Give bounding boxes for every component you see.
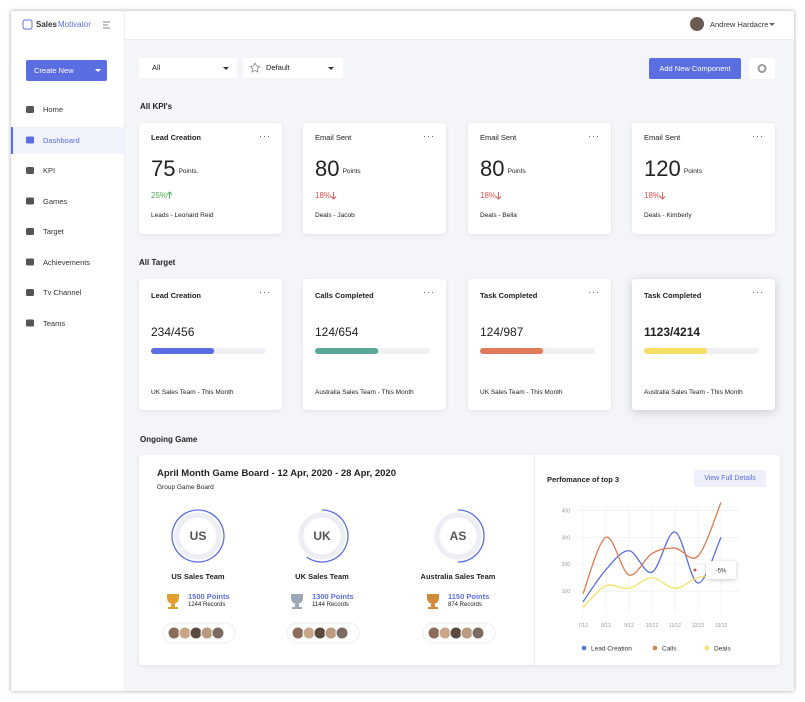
card-footer: UK Sales Team - This Month (151, 389, 234, 396)
kpi-card (303, 123, 446, 234)
more-button[interactable]: ··· (588, 131, 600, 141)
card-title: Calls Completed (315, 291, 374, 300)
add-button[interactable]: Add New Component (649, 58, 741, 79)
section-title: All Target (139, 258, 176, 267)
nav-item[interactable]: Games (43, 196, 68, 206)
more-button[interactable]: ··· (423, 287, 435, 297)
team-records: 1144 Records (312, 602, 349, 608)
kpi-unit: Points (507, 168, 526, 175)
more-button[interactable]: ··· (752, 131, 764, 141)
nav-item[interactable]: Target (43, 227, 64, 236)
more-button[interactable]: ··· (588, 287, 600, 297)
kpi-value: 120 (644, 156, 681, 181)
team-points: 1500 Points (188, 592, 230, 601)
more-button[interactable]: ··· (259, 131, 271, 141)
divider (534, 455, 535, 665)
card-footer: Deals - Bella (480, 212, 517, 219)
target-card (303, 279, 446, 410)
nav-item[interactable]: Achievements (43, 257, 91, 267)
more-button[interactable]: ··· (259, 287, 271, 297)
card-title: Task Completed (644, 291, 702, 300)
more-button[interactable]: ··· (423, 131, 435, 141)
card-title: Lead Creation (151, 133, 202, 142)
target-card (632, 279, 775, 410)
team-records: 874 Records (448, 602, 483, 608)
progress-text: 124/987 (480, 325, 524, 339)
more-button[interactable]: ··· (752, 287, 764, 297)
sidebar (11, 11, 125, 691)
brand: Sales (36, 20, 57, 29)
target-card (468, 279, 611, 410)
kpi-unit: Points (342, 168, 361, 175)
team-name: US Sales Team (171, 572, 225, 581)
filter[interactable]: Default (243, 58, 343, 78)
kpi-value: 80 (315, 156, 340, 181)
kpi-unit: Points. (178, 168, 199, 175)
team-name: Australia Sales Team (420, 572, 496, 581)
game-panel (139, 455, 780, 665)
view-button[interactable]: View Full Details (694, 470, 766, 487)
kpi-change: 18% (480, 191, 497, 200)
kpi-card (139, 123, 282, 234)
kpi-card (632, 123, 775, 234)
team-name: UK Sales Team (295, 572, 349, 581)
card-footer: Deals - Kimberly (644, 212, 692, 219)
user-name[interactable]: Andrew Hardacre (710, 20, 769, 29)
nav-item[interactable]: Tv Channel (43, 288, 82, 297)
team-points: 1300 Points (312, 592, 354, 601)
team-points: 1150 Points (448, 592, 490, 601)
chart-title: Perfomance of top 3 (547, 475, 620, 484)
kpi-change: 18% (315, 191, 332, 200)
nav-item[interactable]: Home (43, 105, 64, 114)
kpi-value: 75 (151, 156, 176, 181)
kpi-unit: Points (683, 168, 702, 175)
settings-button[interactable] (749, 58, 775, 79)
nav-item[interactable]: Teams (43, 318, 66, 328)
kpi-card (468, 123, 611, 234)
nav-item[interactable]: Dashboard (43, 135, 80, 145)
create-button[interactable]: Create New (26, 60, 107, 81)
filter[interactable]: All (139, 58, 237, 78)
team-records: 1244 Records (188, 602, 226, 608)
progress-text: 1123/4214 (644, 325, 701, 339)
brand: Motivator (58, 20, 91, 29)
card-footer: Deals - Jacob (315, 212, 355, 219)
card-footer: Australia Sales Team - This Month (315, 389, 414, 396)
card-title: Email Sent (315, 133, 352, 142)
progress-text: 124/654 (315, 325, 359, 339)
kpi-value: 80 (480, 156, 505, 181)
card-footer: Australia Sales Team - This Month (644, 389, 743, 396)
board-title: April Month Game Board - 12 Apr, 2020 - … (157, 468, 396, 479)
card-title: Email Sent (480, 133, 517, 142)
card-title: Lead Creation (151, 291, 202, 300)
progress-text: 234/456 (151, 325, 195, 339)
topbar (125, 11, 794, 40)
section-title: All KPI's (140, 102, 173, 111)
board-subtitle: Group Game Board (157, 484, 214, 491)
card-footer: Leads - Leonard Reid (151, 212, 214, 219)
section-title: Ongoing Game (140, 435, 198, 444)
card-footer: UK Sales Team - This Month (480, 389, 563, 396)
card-title: Email Sent (644, 133, 681, 142)
kpi-change: 18% (644, 191, 661, 200)
target-card (139, 279, 282, 410)
nav-item[interactable]: KPI (43, 166, 56, 175)
kpi-change: 25% (151, 191, 168, 200)
card-title: Task Completed (480, 291, 538, 300)
